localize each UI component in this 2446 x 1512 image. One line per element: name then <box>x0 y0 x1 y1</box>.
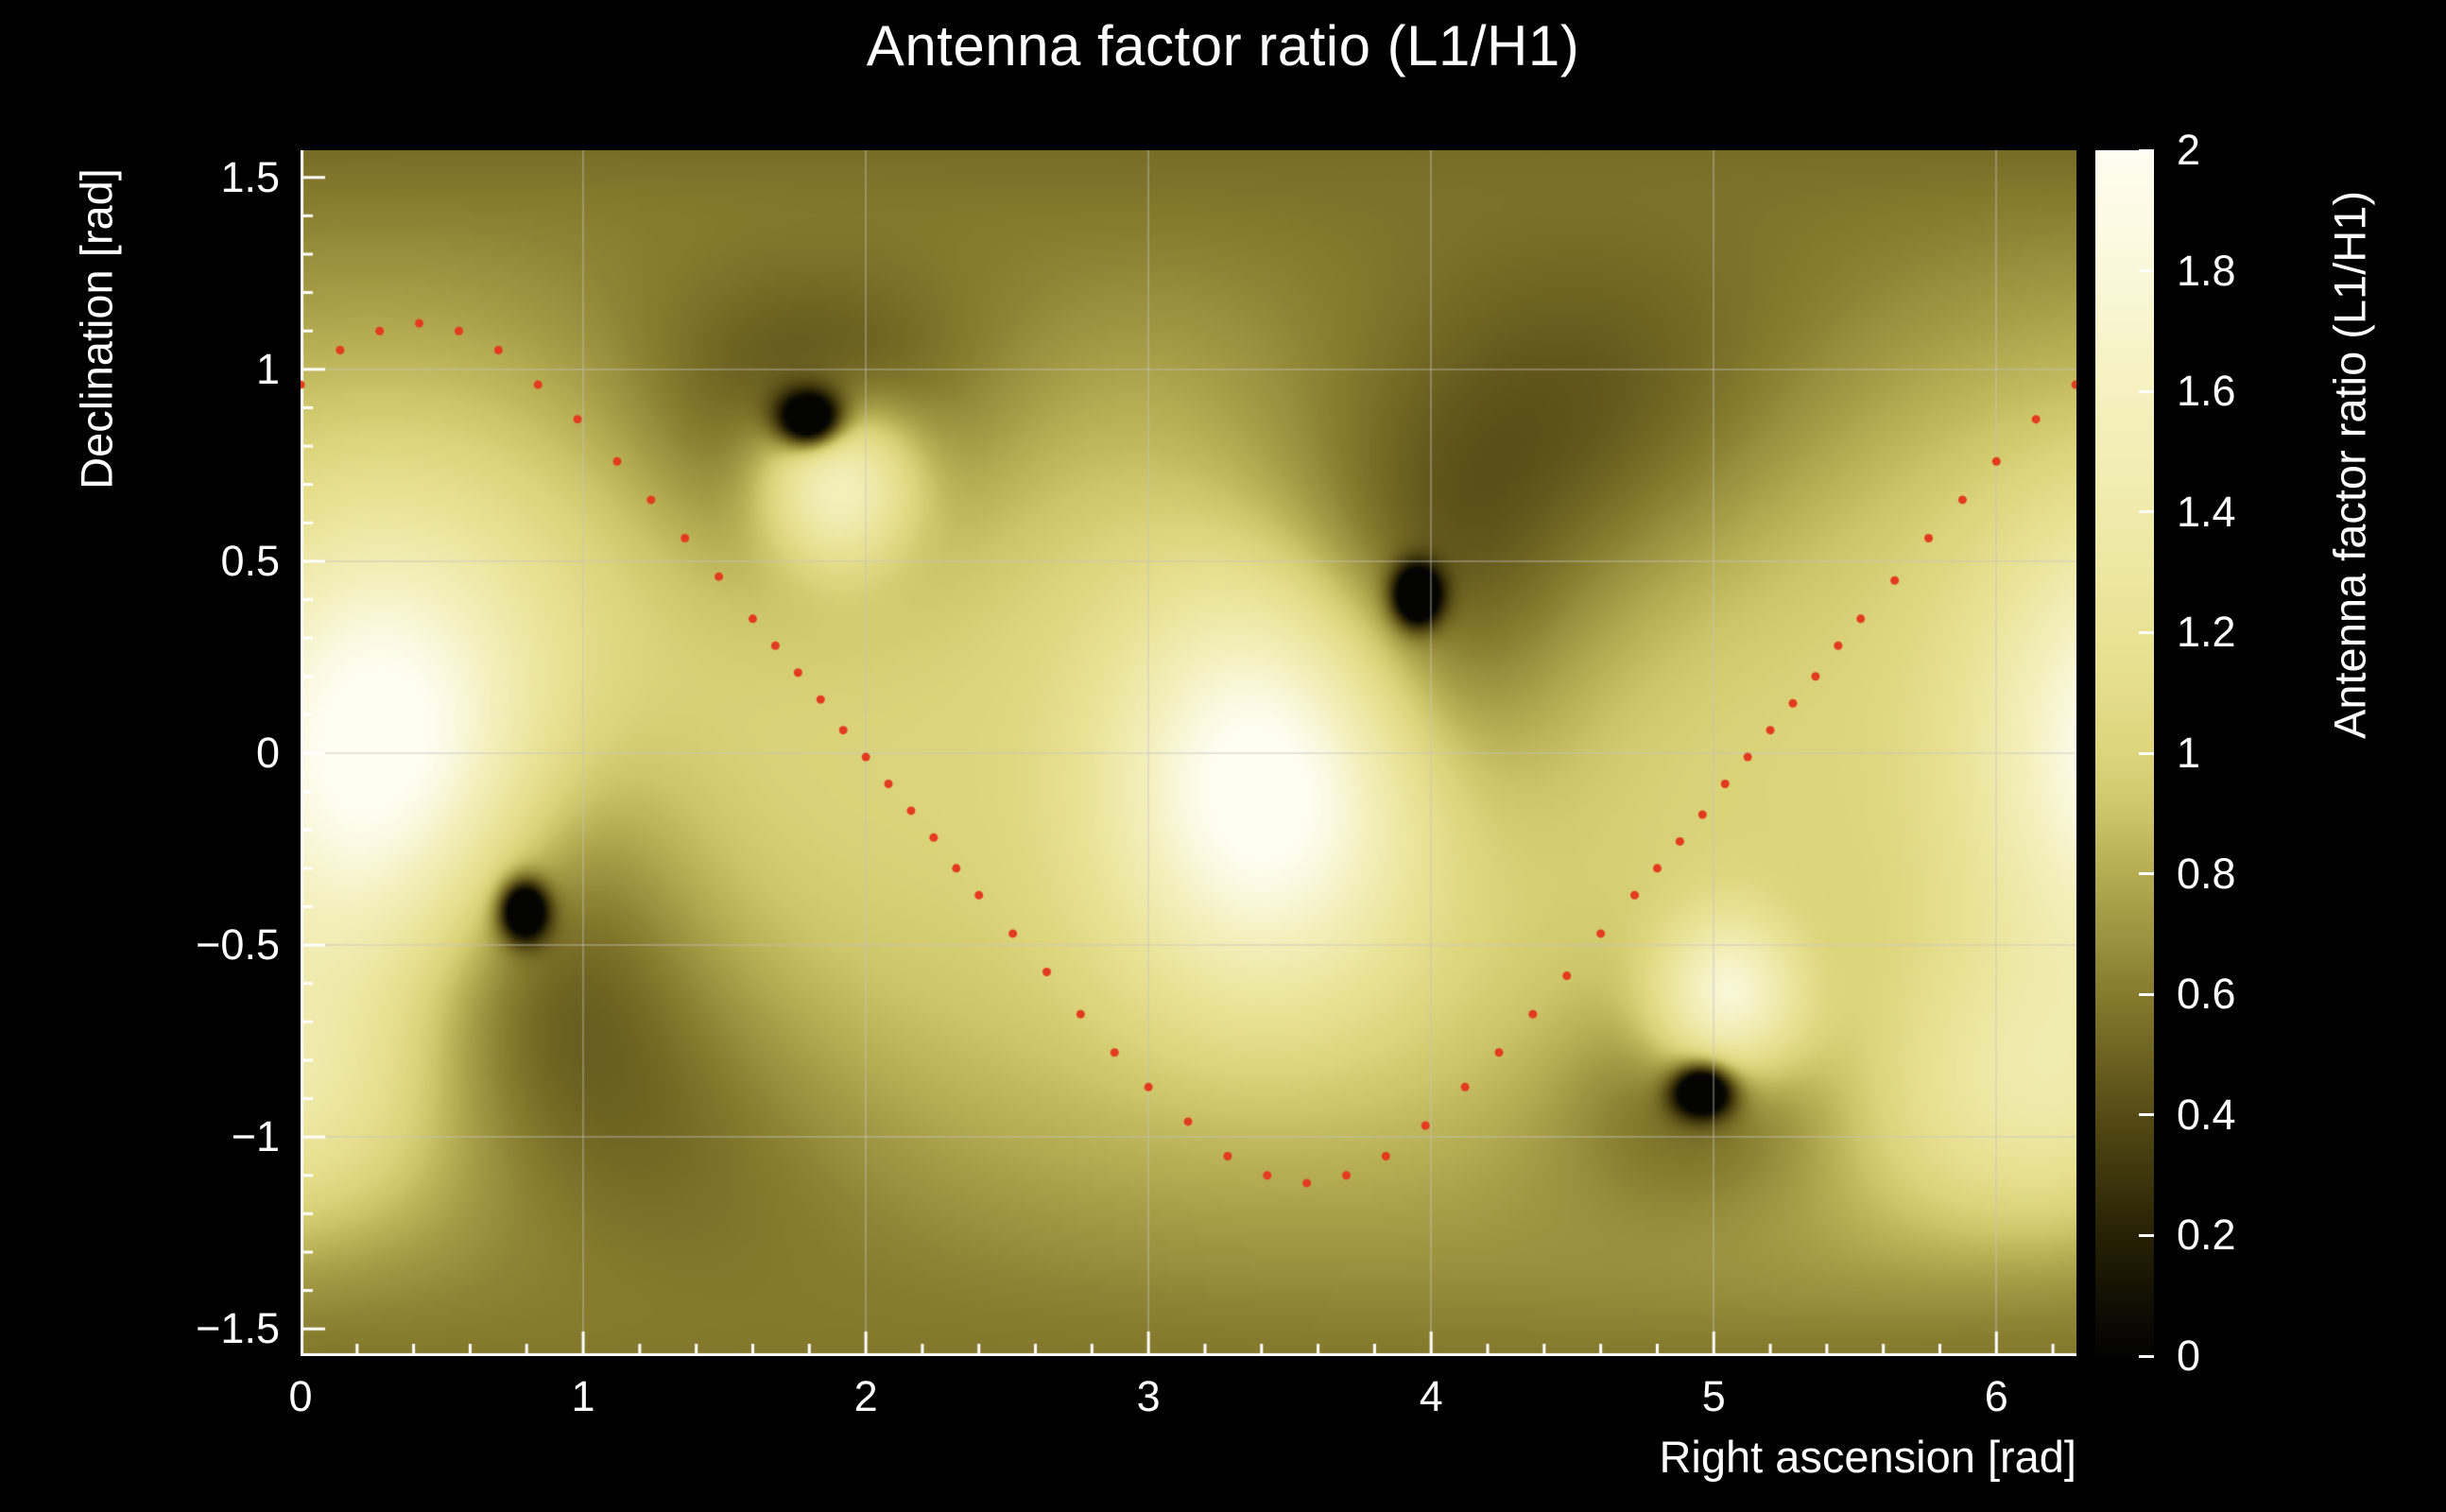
y-tick-label: −0.5 <box>196 920 280 970</box>
x-tick-label: 6 <box>1984 1372 2008 1420</box>
colorbar-tick-label: 2 <box>2177 126 2201 174</box>
colorbar-tick-mark <box>2139 148 2154 152</box>
colorbar-tick-mark <box>2139 1233 2154 1237</box>
x-tick-label: 4 <box>1419 1372 1443 1420</box>
chart-title: Antenna factor ratio (L1/H1) <box>866 14 1580 77</box>
y-tick-label: 0 <box>255 729 280 777</box>
x-tick-label: 2 <box>853 1372 878 1420</box>
plot-overlay-canvas <box>301 150 2076 1356</box>
colorbar-tick-mark <box>2139 872 2154 876</box>
y-tick-label: 1 <box>255 344 280 393</box>
y-tick-label: 0.5 <box>220 536 280 585</box>
x-tick-label: 1 <box>571 1372 595 1420</box>
colorbar-tick-label: 0.2 <box>2177 1211 2236 1260</box>
heatmap-plot-area <box>301 150 2076 1356</box>
colorbar-tick-label: 1.8 <box>2177 246 2236 295</box>
colorbar-tick-mark <box>2139 992 2154 996</box>
y-tick-label: −1 <box>231 1112 280 1161</box>
colorbar-tick-label: 0.6 <box>2177 970 2236 1019</box>
colorbar-tick-mark <box>2139 389 2154 393</box>
y-tick-label: −1.5 <box>196 1304 280 1353</box>
colorbar-tick-label: 1 <box>2177 729 2201 777</box>
colorbar-tick-mark <box>2139 751 2154 755</box>
x-tick-label: 5 <box>1701 1372 1726 1420</box>
colorbar-tick-mark <box>2139 510 2154 514</box>
colorbar-tick-mark <box>2139 630 2154 634</box>
colorbar-tick-mark <box>2139 1113 2154 1117</box>
colorbar-tick-mark <box>2139 269 2154 273</box>
y-axis-title: Declination [rad] <box>71 168 122 490</box>
x-axis-title: Right ascension [rad] <box>1659 1432 2076 1482</box>
colorbar-tick-label: 0.4 <box>2177 1090 2236 1139</box>
colorbar-title: Antenna factor ratio (L1/H1) <box>2324 191 2375 739</box>
colorbar-tick-label: 0.8 <box>2177 849 2236 898</box>
x-tick-label: 0 <box>288 1372 313 1420</box>
y-tick-label: 1.5 <box>220 152 280 201</box>
colorbar-tick-label: 1.2 <box>2177 608 2236 657</box>
colorbar-tick-label: 1.4 <box>2177 487 2236 536</box>
colorbar-tick-label: 1.6 <box>2177 367 2236 416</box>
colorbar-tick-label: 0 <box>2177 1332 2201 1380</box>
x-tick-label: 3 <box>1136 1372 1161 1420</box>
colorbar-tick-mark <box>2139 1354 2154 1358</box>
